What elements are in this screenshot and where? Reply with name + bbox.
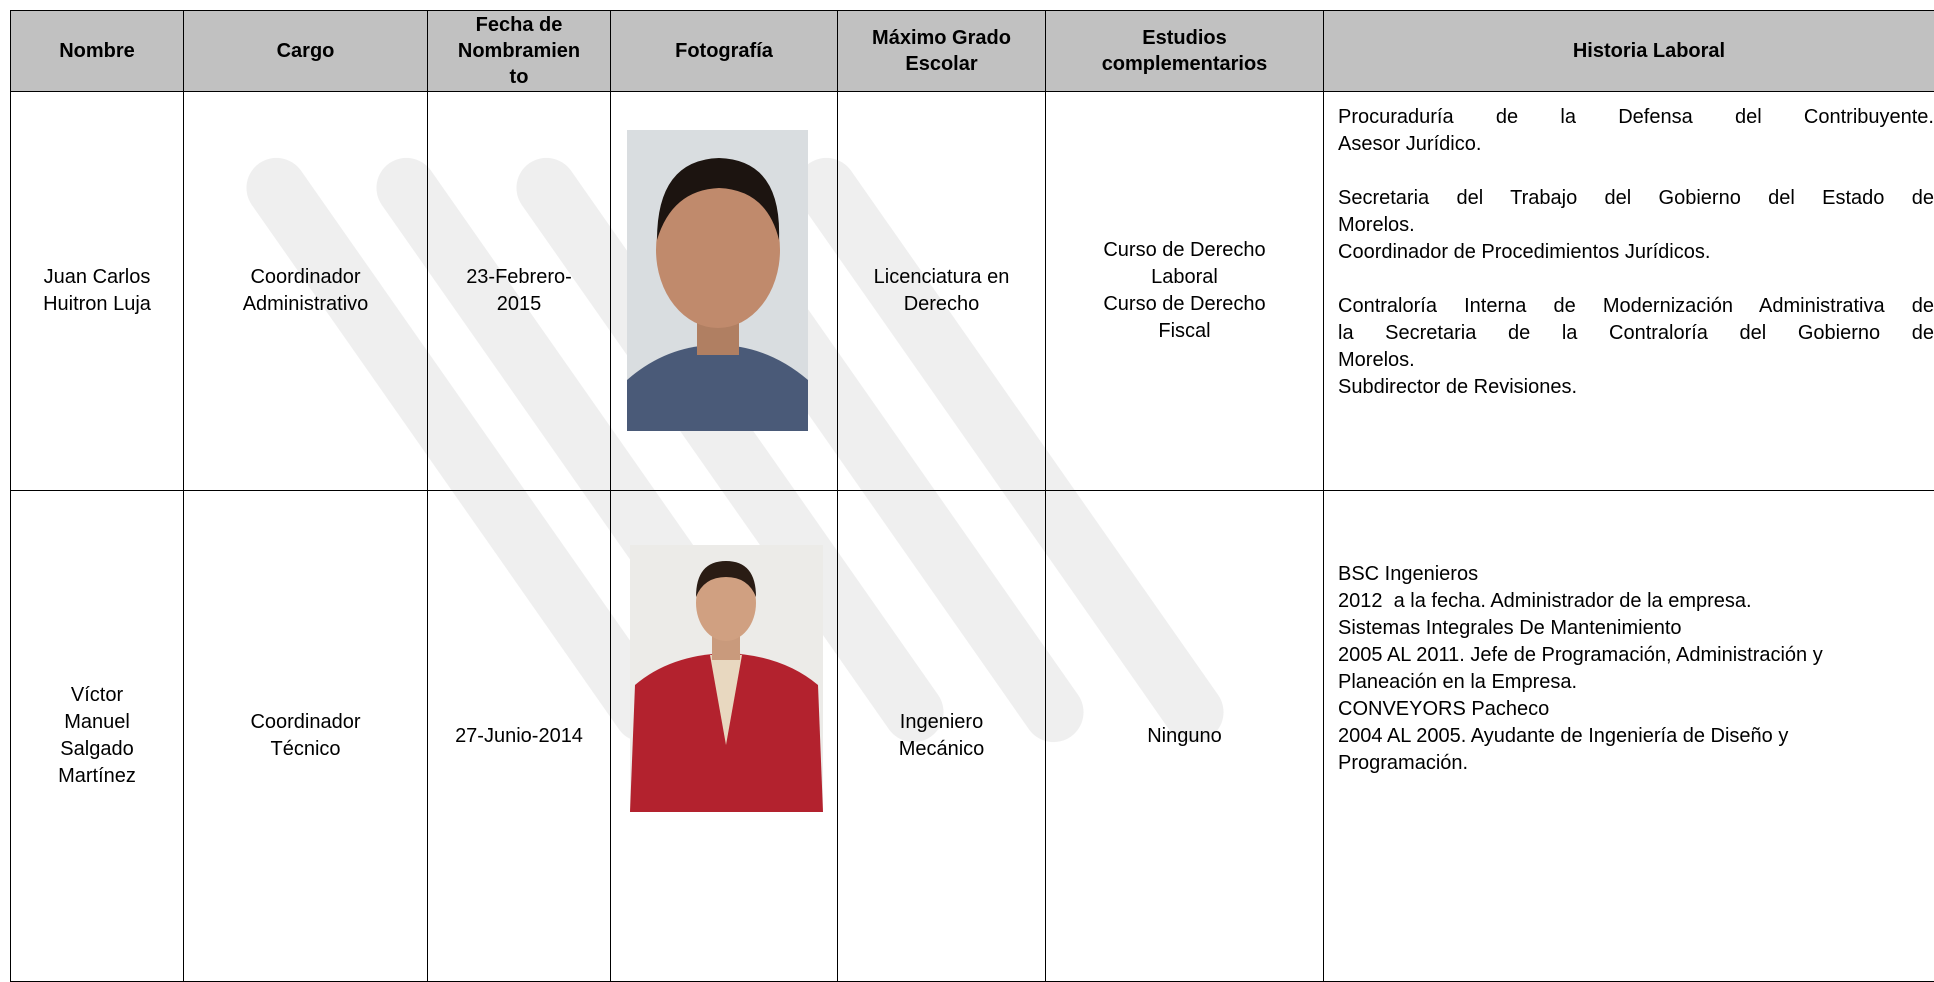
text-line: Manuel <box>19 709 175 736</box>
text-line: Curso de Derecho <box>1054 237 1315 264</box>
text-line: Sistemas Integrales De Mantenimiento <box>1338 615 1934 642</box>
paragraph: Procuraduría de la Defensa del Contribuy… <box>1338 104 1934 158</box>
text-line: Coordinador de Procedimientos Jurídicos. <box>1338 239 1934 266</box>
cell-fecha: 27-Junio-2014 <box>428 491 611 982</box>
text-line: 2004 AL 2005. Ayudante de Ingeniería de … <box>1338 723 1934 750</box>
text-line: Historia Laboral <box>1332 38 1934 64</box>
text-line: Planeación en la Empresa. <box>1338 669 1934 696</box>
text-line: la Secretaria de la Contraloría del Gobi… <box>1338 320 1934 347</box>
column-header: Cargo <box>184 11 428 92</box>
text-line: Cargo <box>192 38 419 64</box>
text-line: Curso de Derecho <box>1054 291 1315 318</box>
text-line: Coordinador <box>192 709 419 736</box>
photo <box>611 491 837 981</box>
text-line: Martínez <box>19 763 175 790</box>
text-line: Ingeniero <box>846 709 1037 736</box>
text-line: Escolar <box>846 51 1037 77</box>
text-line: Derecho <box>846 291 1037 318</box>
text-line: 2005 AL 2011. Jefe de Programación, Admi… <box>1338 642 1934 669</box>
text-line: Fotografía <box>619 38 829 64</box>
text-line: Coordinador <box>192 264 419 291</box>
photograph <box>627 130 808 431</box>
text-line: Mecánico <box>846 736 1037 763</box>
text-line: Víctor <box>19 682 175 709</box>
cell-estudios: Ninguno <box>1046 491 1324 982</box>
text-line: Fiscal <box>1054 318 1315 345</box>
text-line: to <box>436 64 602 90</box>
text-line: complementarios <box>1054 51 1315 77</box>
text-line: Nombramien <box>436 38 602 64</box>
text-line: Asesor Jurídico. <box>1338 131 1934 158</box>
text-line: Morelos. <box>1338 347 1934 374</box>
text-line: BSC Ingenieros <box>1338 561 1934 588</box>
column-header: Historia Laboral <box>1324 11 1934 92</box>
paragraph: Contraloría Interna de Modernización Adm… <box>1338 293 1934 401</box>
text-line: Fecha de <box>436 12 602 38</box>
text-line: Huitron Luja <box>19 291 175 318</box>
text-line: Secretaria del Trabajo del Gobierno del … <box>1338 185 1934 212</box>
text-line: Programación. <box>1338 750 1934 777</box>
paragraph: Secretaria del Trabajo del Gobierno del … <box>1338 185 1934 266</box>
text-line: Nombre <box>19 38 175 64</box>
text-line: Estudios <box>1054 25 1315 51</box>
text-line: Contraloría Interna de Modernización Adm… <box>1338 293 1934 320</box>
text-line: Subdirector de Revisiones. <box>1338 374 1934 401</box>
photo-cell <box>611 491 838 982</box>
text-line: Morelos. <box>1338 212 1934 239</box>
cell-historia: Procuraduría de la Defensa del Contribuy… <box>1324 92 1934 491</box>
text-line: Salgado <box>19 736 175 763</box>
text-line: 2012 a la fecha. Administrador de la emp… <box>1338 588 1934 615</box>
text-line: Administrativo <box>192 291 419 318</box>
text-line: 2015 <box>436 291 602 318</box>
text-line: Máximo Grado <box>846 25 1037 51</box>
text-line: Técnico <box>192 736 419 763</box>
photo <box>611 92 837 490</box>
column-header: Nombre <box>11 11 184 92</box>
text-line: Laboral <box>1054 264 1315 291</box>
text-line: CONVEYORS Pacheco <box>1338 696 1934 723</box>
text-line: Licenciatura en <box>846 264 1037 291</box>
column-header: Fotografía <box>611 11 838 92</box>
photo-cell <box>611 92 838 491</box>
text-line: Procuraduría de la Defensa del Contribuy… <box>1338 104 1934 131</box>
text-line: Juan Carlos <box>19 264 175 291</box>
photograph <box>630 545 823 812</box>
text-line: Ninguno <box>1054 723 1315 750</box>
text-line: 23-Febrero- <box>436 264 602 291</box>
text-line: 27-Junio-2014 <box>436 723 602 750</box>
cell-fecha: 23-Febrero-2015 <box>428 92 611 491</box>
